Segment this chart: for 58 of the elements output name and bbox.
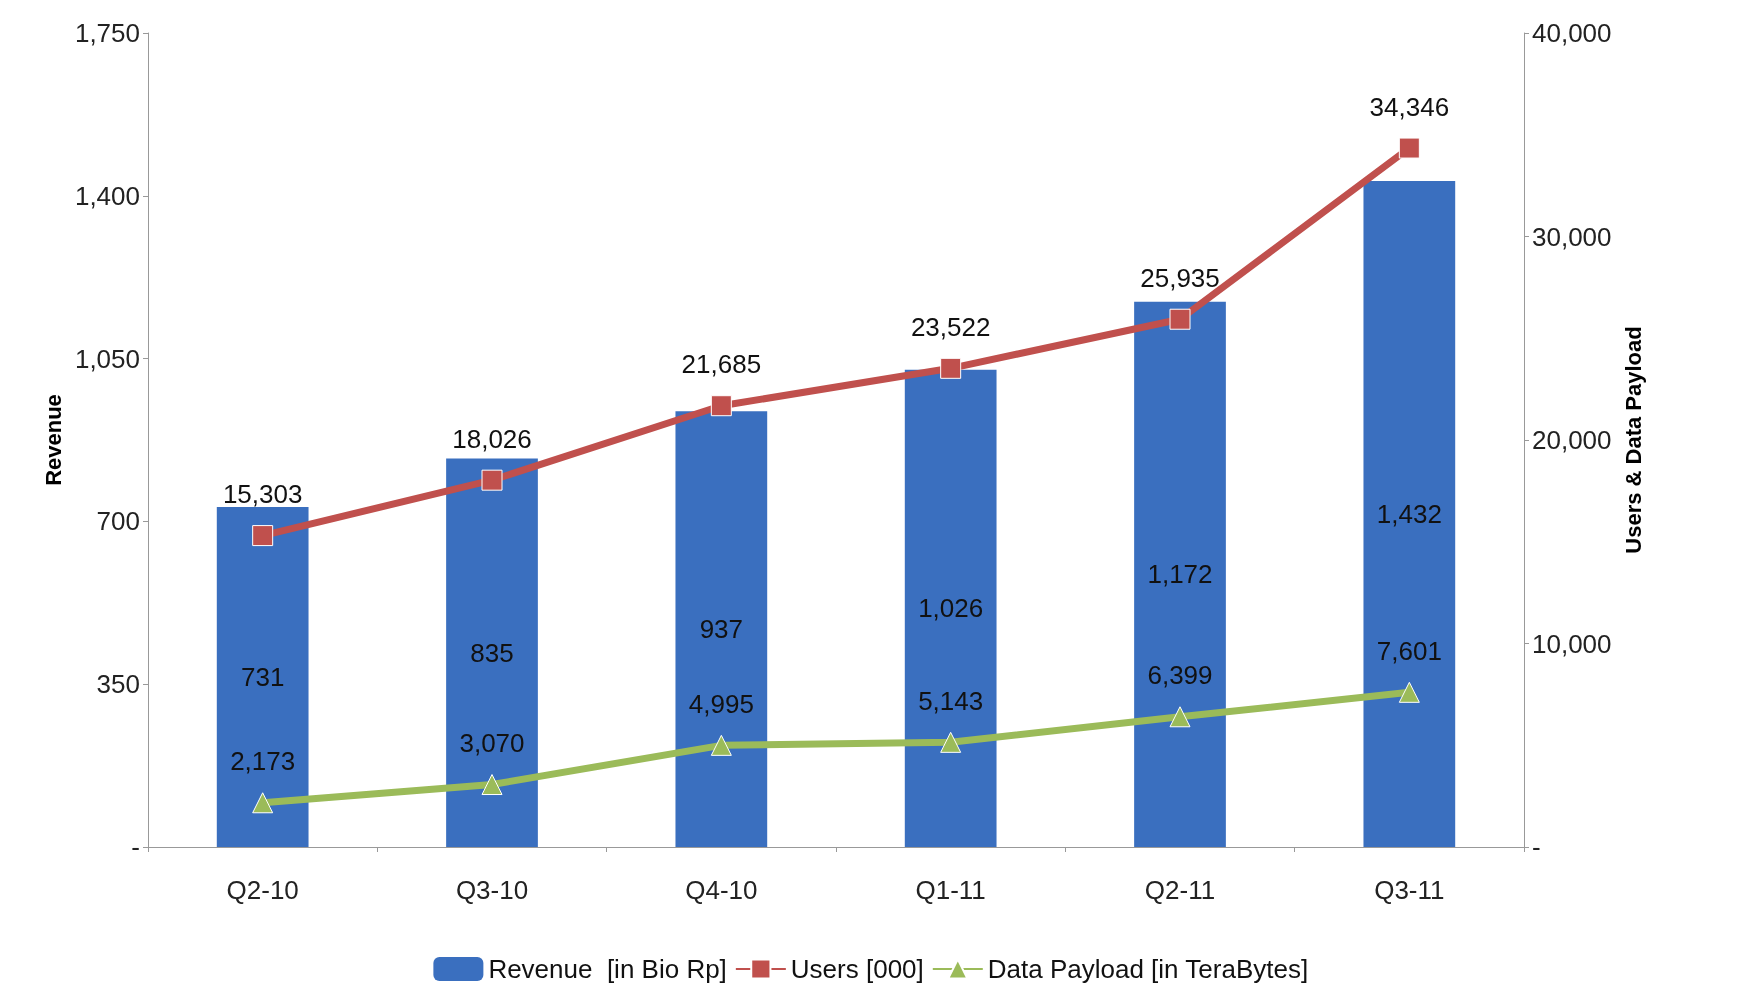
point xyxy=(940,357,962,379)
x-tick-label: Q1-11 xyxy=(915,875,986,905)
data-label: 23,522 xyxy=(910,311,991,342)
data-label: 21,685 xyxy=(681,349,762,380)
data-label: 5,143 xyxy=(918,685,984,716)
data-label: 7,601 xyxy=(1376,635,1442,666)
data-label: 34,346 xyxy=(1369,91,1450,122)
data-label: 937 xyxy=(699,614,744,645)
data-label: 2,173 xyxy=(230,746,296,777)
point xyxy=(1169,706,1191,728)
y2-tick-label: 20,000 xyxy=(1532,425,1612,455)
x-tick-label: Q2-10 xyxy=(226,875,299,905)
point xyxy=(710,734,732,756)
data-label: 6,399 xyxy=(1147,660,1213,691)
point xyxy=(481,774,503,796)
y-tick-label: 350 xyxy=(96,669,140,700)
bar xyxy=(1363,180,1456,847)
y-tick-label: 1,750 xyxy=(74,18,140,48)
legend-label: Revenue [in Bio Rp] xyxy=(488,954,727,984)
point xyxy=(940,731,962,753)
data-label: 18,026 xyxy=(452,423,532,454)
point xyxy=(252,525,274,547)
bar xyxy=(904,369,997,847)
bar xyxy=(1134,301,1226,847)
data-label: 835 xyxy=(470,637,514,668)
point xyxy=(252,792,274,814)
x-tick-label: Q2-11 xyxy=(1144,875,1216,905)
data-label: 1,026 xyxy=(918,593,984,624)
y2-axis-title: Users & Data Payload xyxy=(1620,326,1646,554)
y2-tick-label: 40,000 xyxy=(1532,18,1612,48)
x-tick-label: Q4-10 xyxy=(685,875,758,905)
data-label: 1,432 xyxy=(1376,498,1442,529)
y-axis-title: Revenue xyxy=(40,394,66,486)
bar xyxy=(446,458,538,847)
data-label: 15,303 xyxy=(222,479,303,510)
legend-label: Users [000] xyxy=(790,954,924,984)
data-label: 3,070 xyxy=(459,728,525,759)
legend-label: Data Payload [in TeraBytes] xyxy=(987,954,1309,984)
y-tick-label: 1,050 xyxy=(74,343,140,374)
data-label: 25,935 xyxy=(1140,262,1220,293)
bar xyxy=(216,506,309,847)
y-tick-label: 700 xyxy=(96,506,140,537)
data-label: 4,995 xyxy=(688,688,754,719)
y2-tick-label: - xyxy=(1532,832,1541,862)
point xyxy=(481,469,503,491)
y2-tick-label: 10,000 xyxy=(1532,628,1612,659)
data-label: 1,172 xyxy=(1147,559,1213,590)
y-tick-label: - xyxy=(131,832,140,862)
x-tick-label: Q3-10 xyxy=(455,875,529,905)
y2-tick-label: 30,000 xyxy=(1532,221,1612,252)
x-tick-label: Q3-11 xyxy=(1374,875,1445,905)
point xyxy=(710,395,732,417)
bar xyxy=(675,411,768,847)
point xyxy=(1398,137,1420,159)
y-tick-label: 1,400 xyxy=(74,180,140,211)
point xyxy=(1169,308,1191,330)
point xyxy=(1398,681,1420,703)
data-label: 731 xyxy=(240,661,285,692)
